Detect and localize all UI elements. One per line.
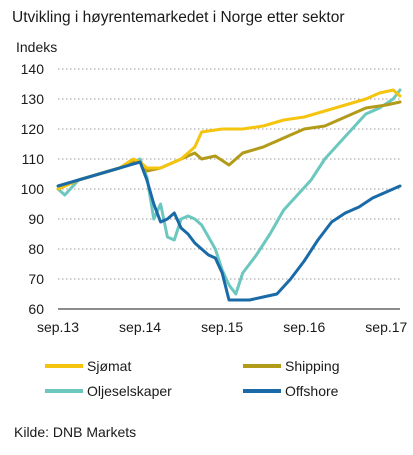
- legend-label: Shipping: [285, 358, 340, 374]
- legend: Sjømat Shipping Oljeselskaper Offshore: [45, 358, 340, 399]
- x-tick-label: sep.15: [201, 319, 243, 335]
- y-tick-label: 100: [21, 181, 45, 197]
- y-tick-labels: 60 70 80 90 100 110 120 130 140: [21, 61, 45, 317]
- y-tick-label: 80: [28, 241, 44, 257]
- grid-layer: [58, 68, 400, 280]
- legend-label: Offshore: [285, 383, 339, 399]
- series-line-offshore: [56, 160, 402, 302]
- y-tick-label: 70: [28, 271, 44, 287]
- series-line-sjømat: [56, 88, 402, 191]
- y-tick-label: 130: [21, 91, 45, 107]
- y-tick-label: 90: [28, 211, 44, 227]
- y-tick-label: 110: [22, 151, 45, 167]
- series-line-shipping: [56, 100, 402, 191]
- legend-label: Sjømat: [87, 358, 131, 374]
- y-tick-label: 140: [21, 61, 45, 77]
- x-tick-label: sep.16: [283, 319, 325, 335]
- x-tick-labels: sep.13 sep.14 sep.15 sep.16 sep.17: [37, 319, 408, 335]
- y-tick-label: 120: [21, 121, 45, 137]
- y-tick-label: 60: [28, 301, 44, 317]
- y-axis-label: Indeks: [16, 39, 57, 55]
- x-tick-label: sep.13: [37, 319, 79, 335]
- series-line-oljeselskaper: [56, 88, 402, 296]
- series-layer: [56, 88, 402, 302]
- x-tick-label: sep.17: [365, 319, 407, 335]
- x-tick-label: sep.14: [119, 319, 161, 335]
- legend-label: Oljeselskaper: [87, 383, 172, 399]
- chart-title: Utvikling i høyrentemarkedet i Norge ett…: [12, 9, 345, 26]
- source-note: Kilde: DNB Markets: [14, 424, 136, 440]
